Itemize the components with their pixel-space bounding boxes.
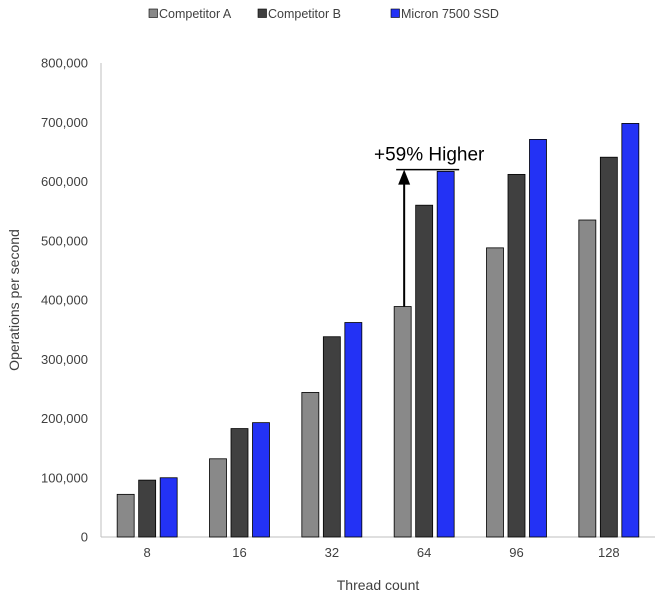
y-tick-label: 300,000 [41,352,88,367]
bar [301,392,320,538]
bar [138,479,157,538]
bar [209,458,227,538]
bars [116,123,640,538]
y-tick-label: 0 [81,530,88,545]
legend: Competitor A Competitor B Micron 7500 SSD [148,7,499,21]
bar [393,306,412,538]
bar [529,139,547,538]
y-tick-label: 800,000 [41,56,88,71]
legend-swatch [257,8,267,18]
y-tick-label: 700,000 [41,115,88,130]
y-tick-label: 600,000 [41,174,88,189]
annotation-arrow-head [398,169,411,185]
bar [116,493,135,538]
bar [230,428,249,538]
legend-swatch [148,8,158,18]
bar [322,336,341,538]
legend-label: Micron 7500 SSD [401,7,499,21]
x-axis: 8 16 32 64 96 128 [101,536,655,560]
y-tick-label: 400,000 [41,293,88,308]
bar [344,322,363,538]
bar [436,171,455,538]
y-axis: 0 100,000 200,000 300,000 400,000 500,000 600,… [41,56,102,545]
legend-label: Competitor A [159,7,232,21]
bar [621,123,640,538]
y-tick-label: 200,000 [41,411,88,426]
y-tick-label: 100,000 [41,470,88,485]
y-axis-title: Operations per second [6,229,22,371]
x-tick-label: 64 [417,545,431,560]
annotation-text: +59% Higher [374,145,485,166]
y-tick-label: 500,000 [41,233,88,248]
bar [599,156,618,538]
x-axis-title: Thread count [337,577,420,593]
x-tick-label: 128 [598,545,620,560]
legend-swatch [390,8,400,18]
bar [159,477,178,538]
annotation: +59% Higher [374,145,485,307]
bar [252,422,270,538]
bar [507,173,526,538]
x-tick-label: 16 [232,545,246,560]
x-tick-label: 8 [144,545,151,560]
legend-label: Competitor B [268,7,341,21]
x-tick-label: 32 [325,545,339,560]
x-tick-label: 96 [509,545,523,560]
bar [578,219,597,538]
bar [415,204,434,538]
bar [486,247,504,538]
